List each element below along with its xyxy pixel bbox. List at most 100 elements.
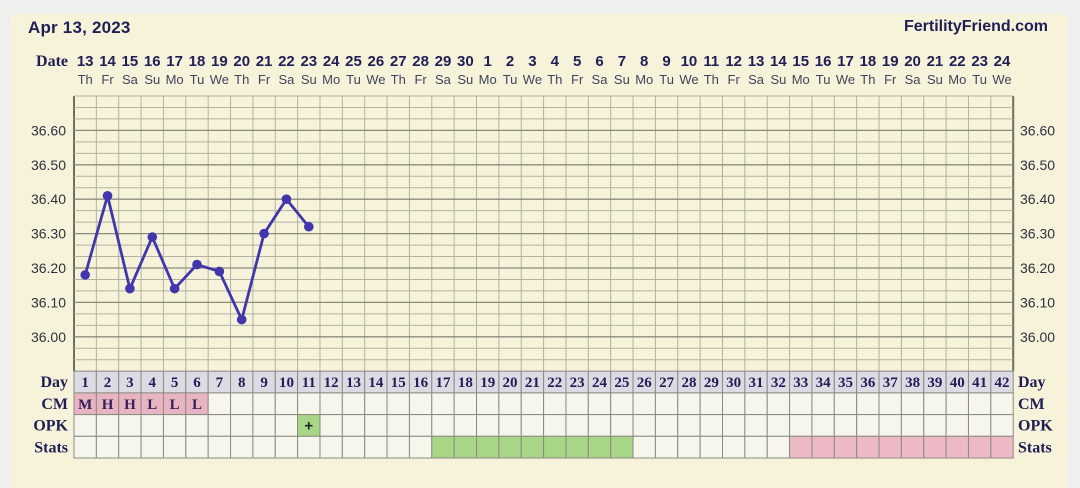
temp-point[interactable] [214, 266, 225, 277]
date-cell: 19 [211, 53, 228, 70]
stats-cell [408, 435, 433, 459]
day-cell-value: 14 [368, 375, 384, 391]
day-cell-value: 42 [995, 375, 1010, 391]
temp-point[interactable] [125, 283, 135, 294]
weekday-cell: Tu [972, 72, 987, 87]
temp-point[interactable] [236, 314, 247, 325]
date-row-label: Date [36, 53, 68, 70]
cm-cell [923, 392, 947, 416]
date-cell: 22 [278, 53, 295, 70]
cm-cell [654, 392, 679, 416]
stats-cell [565, 435, 589, 459]
temp-point[interactable] [169, 283, 180, 294]
cm-cell [207, 392, 232, 416]
opk-cell [140, 414, 164, 437]
date-cell: 24 [994, 53, 1011, 70]
opk-cell [677, 414, 701, 437]
cm-cell [498, 392, 522, 416]
weekday-cell: Tu [659, 72, 674, 87]
day-cell-value: 26 [637, 375, 653, 391]
cm-cell [587, 392, 612, 416]
stats-cell [945, 435, 969, 459]
temp-point[interactable] [80, 270, 90, 280]
day-cell-value: 1 [81, 375, 89, 391]
date-cell: 16 [815, 53, 832, 70]
stats-cell [230, 435, 254, 459]
y-axis-label-right: 36.50 [1020, 157, 1055, 173]
opk-cell [520, 414, 545, 437]
opk-cell [543, 414, 567, 437]
brand-link[interactable]: FertilityFriend.com [903, 18, 1048, 35]
temp-point[interactable] [192, 259, 202, 270]
date-cell: 30 [457, 53, 474, 70]
weekday-cell: Sa [278, 72, 295, 87]
stats-cell [990, 435, 1014, 459]
stats-row-label-left: Stats [34, 439, 68, 456]
opk-row-label-left: OPK [33, 418, 68, 435]
weekday-cell: Sa [905, 72, 922, 87]
cm-cell [341, 392, 366, 416]
opk-cell [833, 414, 858, 437]
cm-cell [856, 392, 880, 416]
cm-cell [252, 392, 276, 416]
weekday-cell: We [836, 72, 855, 87]
opk-cell [789, 414, 813, 437]
day-cell-value: 8 [238, 375, 246, 391]
stats-cell [923, 435, 947, 459]
opk-cell [408, 414, 433, 437]
weekday-cell: Sa [592, 72, 609, 87]
cm-cell [833, 392, 858, 416]
cm-cell [721, 392, 746, 416]
y-axis-label-right: 36.10 [1020, 294, 1055, 310]
day-cell-value: 25 [614, 375, 629, 391]
temp-point[interactable] [102, 190, 113, 201]
y-axis-label-left: 36.60 [31, 122, 66, 138]
stats-row-label-right: Stats [1018, 439, 1052, 456]
stats-cell [878, 435, 902, 459]
opk-cell [364, 414, 388, 437]
date-cell: 8 [640, 53, 648, 70]
opk-cell [811, 414, 835, 437]
opk-cell-value: + [304, 418, 313, 435]
stats-cell [140, 435, 164, 459]
opk-cell [610, 414, 634, 437]
date-cell: 23 [300, 53, 317, 70]
temp-point[interactable] [259, 228, 269, 239]
cm-cell [319, 392, 343, 416]
day-cell-value: 21 [525, 375, 540, 391]
day-cell-value: 32 [771, 375, 786, 391]
day-cell-value: 3 [126, 375, 134, 391]
cm-cell [274, 392, 299, 416]
temp-point[interactable] [281, 194, 292, 204]
stats-cell [900, 435, 925, 459]
weekday-cell: Tu [346, 72, 361, 87]
weekday-cell: Mo [322, 72, 340, 87]
weekday-cell: Th [78, 72, 93, 87]
opk-cell [565, 414, 589, 437]
cm-cell-value: L [147, 397, 157, 413]
day-cell-value: 2 [104, 375, 112, 391]
stats-cell [453, 435, 478, 459]
opk-cell [945, 414, 969, 437]
stats-cell [185, 435, 209, 459]
cm-row-label-left: CM [41, 396, 68, 413]
date-cell: 20 [904, 53, 921, 70]
weekday-cell: Tu [190, 72, 205, 87]
temp-point[interactable] [304, 221, 314, 232]
cm-cell [900, 392, 925, 416]
date-cell: 2 [506, 53, 514, 70]
weekday-cell: Su [927, 72, 943, 87]
stats-cell [364, 435, 388, 459]
opk-cell [632, 414, 656, 437]
stats-cell [699, 435, 723, 459]
opk-cell [990, 414, 1014, 437]
weekday-cell: Su [144, 72, 160, 87]
weekday-cell: Sa [435, 72, 452, 87]
y-axis-label-right: 36.20 [1020, 260, 1055, 276]
temp-point[interactable] [147, 232, 158, 242]
opk-cell [386, 414, 410, 437]
weekday-cell: Tu [503, 72, 518, 87]
day-cell-value: 40 [950, 375, 965, 391]
date-cell: 13 [748, 53, 765, 70]
